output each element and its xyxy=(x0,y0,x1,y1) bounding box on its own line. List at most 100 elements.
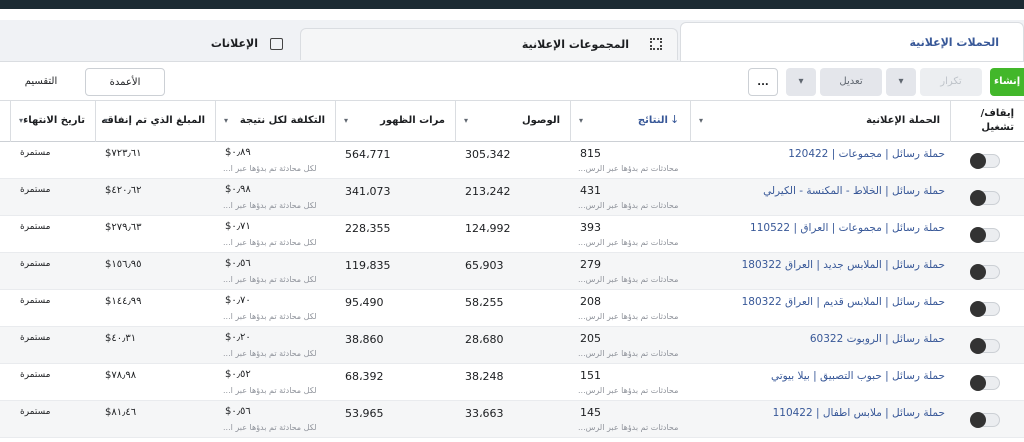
cost-per-result-value: $٠٫٨٩ xyxy=(225,147,251,158)
results-note: محادثات تم بدؤها عبر الرس... xyxy=(578,349,679,358)
divider xyxy=(0,141,1024,142)
cost-per-result-note: لكل محادثة تم بدؤها عبر ا... xyxy=(223,238,317,247)
header-amount-spent[interactable]: المبلغ الذي تم إنفاقه ▾ xyxy=(95,100,215,142)
top-bar xyxy=(0,0,1024,9)
impressions-value: 38،860 xyxy=(345,333,384,346)
end-date-value: مستمرة xyxy=(20,185,51,195)
sort-caret[interactable]: ▾ xyxy=(104,116,109,125)
cost-per-result-value: $٠٫٥٦ xyxy=(225,258,251,269)
tab-ads[interactable]: الإعلانات xyxy=(210,37,258,50)
row-bg xyxy=(0,327,1024,364)
campaign-name[interactable]: حملة رسائل | حبوب التصبيق | بيلا بيوتي xyxy=(770,370,945,382)
results-value: 151 xyxy=(580,369,601,382)
sort-caret[interactable]: ▾ xyxy=(224,116,229,125)
cost-per-result-value: $٠٫٥٦ xyxy=(225,406,251,417)
impressions-value: 341،073 xyxy=(345,185,391,198)
end-date-value: مستمرة xyxy=(20,296,51,306)
results-note: محادثات تم بدؤها عبر الرس... xyxy=(578,423,679,432)
cost-per-result-note: لكل محادثة تم بدؤها عبر ا... xyxy=(223,164,317,173)
toggle-knob[interactable] xyxy=(970,264,986,280)
campaign-name[interactable]: حملة رسائل | الخلاط - المكنسة - الكيرلي xyxy=(763,185,945,197)
more-button[interactable]: ... xyxy=(748,68,778,96)
results-note: محادثات تم بدؤها عبر الرس... xyxy=(578,312,679,321)
sort-caret[interactable]: ▾ xyxy=(19,116,24,125)
tab-campaigns[interactable]: الحملات الإعلانية xyxy=(680,22,1024,62)
toggle-knob[interactable] xyxy=(970,153,986,169)
header-campaign-name[interactable]: الحملة الإعلانية ▾ xyxy=(690,100,950,142)
campaign-name[interactable]: حملة رسائل | ملابس اطفال | 110422 xyxy=(772,407,945,419)
amount-spent-value: $٨١٫٤٦ xyxy=(105,407,137,418)
tab-adsets[interactable]: المجموعات الإعلانية xyxy=(300,28,678,60)
divider xyxy=(0,61,1024,62)
cost-per-result-value: $٠٫٥٢ xyxy=(225,369,251,380)
cost-per-result-note: لكل محادثة تم بدؤها عبر ا... xyxy=(223,275,317,284)
results-value: 815 xyxy=(580,147,601,160)
duplicate-button[interactable]: تكرار xyxy=(920,68,982,96)
toggle-knob[interactable] xyxy=(970,301,986,317)
campaign-name[interactable]: حملة رسائل | الروبوت 60322 xyxy=(809,333,945,345)
header-cost-per-result[interactable]: التكلفة لكل نتيجة ▾ xyxy=(215,100,335,142)
toggle-knob[interactable] xyxy=(970,412,986,428)
impressions-value: 119،835 xyxy=(345,259,391,272)
end-date-value: مستمرة xyxy=(20,407,51,417)
header-end-date[interactable]: تاريخ الانتهاء ▾ xyxy=(10,100,95,142)
cost-per-result-value: $٠٫٧٠ xyxy=(225,295,251,306)
header-reach[interactable]: الوصول ▾ xyxy=(455,100,570,142)
amount-spent-value: $٧٢٣٫٦١ xyxy=(105,148,142,159)
reach-value: 33،663 xyxy=(465,407,504,420)
edit-dropdown[interactable]: ▾ xyxy=(786,68,816,96)
row-bg xyxy=(0,179,1024,216)
cost-per-result-note: لكل محادثة تم بدؤها عبر ا... xyxy=(223,312,317,321)
ads-icon xyxy=(270,38,283,50)
row-bg xyxy=(0,401,1024,438)
end-date-value: مستمرة xyxy=(20,148,51,158)
results-note: محادثات تم بدؤها عبر الرس... xyxy=(578,201,679,210)
end-date-value: مستمرة xyxy=(20,370,51,380)
toggle-knob[interactable] xyxy=(970,190,986,206)
adsets-icon xyxy=(650,38,662,50)
breakdown-button[interactable]: التقسيم xyxy=(4,68,78,96)
results-note: محادثات تم بدؤها عبر الرس... xyxy=(578,164,679,173)
reach-value: 28،680 xyxy=(465,333,504,346)
campaign-name[interactable]: حملة رسائل | الملابس جديد | العراق 18032… xyxy=(741,259,945,271)
impressions-value: 95،490 xyxy=(345,296,384,309)
sort-arrow[interactable]: ↓ xyxy=(670,113,680,126)
header-impressions[interactable]: مرات الظهور ▾ xyxy=(335,100,455,142)
results-note: محادثات تم بدؤها عبر الرس... xyxy=(578,238,679,247)
reach-value: 305،342 xyxy=(465,148,511,161)
impressions-value: 68،392 xyxy=(345,370,384,383)
results-note: محادثات تم بدؤها عبر الرس... xyxy=(578,386,679,395)
amount-spent-value: $٤٢٠٫٦٢ xyxy=(105,185,142,196)
toggle-knob[interactable] xyxy=(970,338,986,354)
cost-per-result-value: $٠٫٧١ xyxy=(225,221,251,232)
cost-per-result-value: $٠٫٩٨ xyxy=(225,184,251,195)
campaign-name[interactable]: حملة رسائل | مجموعات | العراق | 110522 xyxy=(750,222,945,234)
impressions-value: 228،355 xyxy=(345,222,391,235)
row-bg xyxy=(0,216,1024,253)
header-results[interactable]: النتائج ▾ xyxy=(570,100,690,142)
create-button[interactable]: إنشاء xyxy=(990,68,1024,96)
cost-per-result-note: لكل محادثة تم بدؤها عبر ا... xyxy=(223,349,317,358)
columns-button[interactable]: الأعمدة xyxy=(85,68,165,96)
toggle-knob[interactable] xyxy=(970,227,986,243)
toggle-knob[interactable] xyxy=(970,375,986,391)
campaign-name[interactable]: حملة رسائل | مجموعات | 120422 xyxy=(788,148,945,160)
amount-spent-value: $١٥٦٫٩٥ xyxy=(105,259,142,270)
results-value: 145 xyxy=(580,406,601,419)
reach-value: 58،255 xyxy=(465,296,504,309)
end-date-value: مستمرة xyxy=(20,259,51,269)
edit-button[interactable]: تعديل xyxy=(820,68,882,96)
sort-caret[interactable]: ▾ xyxy=(699,116,704,125)
campaign-name[interactable]: حملة رسائل | الملابس قديم | العراق 18032… xyxy=(741,296,945,308)
sort-caret[interactable]: ▾ xyxy=(344,116,349,125)
header-toggle[interactable]: إيقاف/ تشغيل xyxy=(950,100,1024,142)
sort-caret[interactable]: ▾ xyxy=(464,116,469,125)
sort-caret[interactable]: ▾ xyxy=(579,116,584,125)
results-value: 431 xyxy=(580,184,601,197)
duplicate-dropdown[interactable]: ▾ xyxy=(886,68,916,96)
row-bg xyxy=(0,290,1024,327)
reach-value: 65،903 xyxy=(465,259,504,272)
amount-spent-value: $٢٧٩٫٦٣ xyxy=(105,222,142,233)
reach-value: 38،248 xyxy=(465,370,504,383)
